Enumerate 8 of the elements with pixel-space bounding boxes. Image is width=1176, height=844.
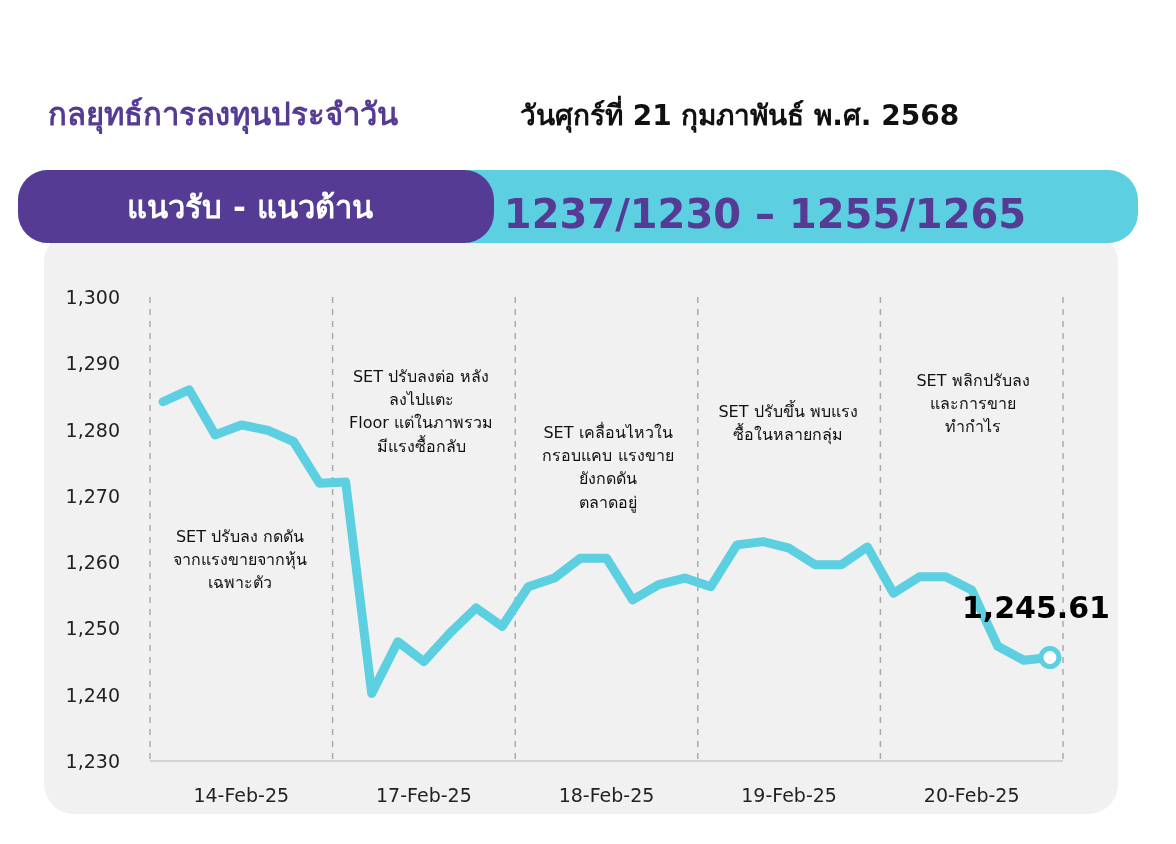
annotation: SET ปรับขึ้น พบแรง ซื้อในหลายกลุ่ม xyxy=(718,402,858,445)
title: กลยุทธ์การลงทุนประจำวัน xyxy=(48,96,398,132)
annotation: SET ปรับลง กดดัน จากแรงขายจากหุ้น เฉพาะตัว xyxy=(173,527,307,593)
annotation: 1237/1230 – 1255/1265 xyxy=(503,191,1027,237)
annotation: แนวรับ - แนวต้าน xyxy=(127,189,373,225)
annotation: SET ปรับลงต่อ หลัง ลงไปแตะ Floor แต่ในภาพรวม มีแรงซื้อกลับ xyxy=(349,367,493,456)
annotation: SET พลิกปรับลง และการขาย ทำกำไร xyxy=(916,371,1030,437)
annotation: SET เคลื่อนไหวใน กรอบแคบ แรงขาย ยังกดดัน ตลาดอยู่ xyxy=(542,423,674,512)
